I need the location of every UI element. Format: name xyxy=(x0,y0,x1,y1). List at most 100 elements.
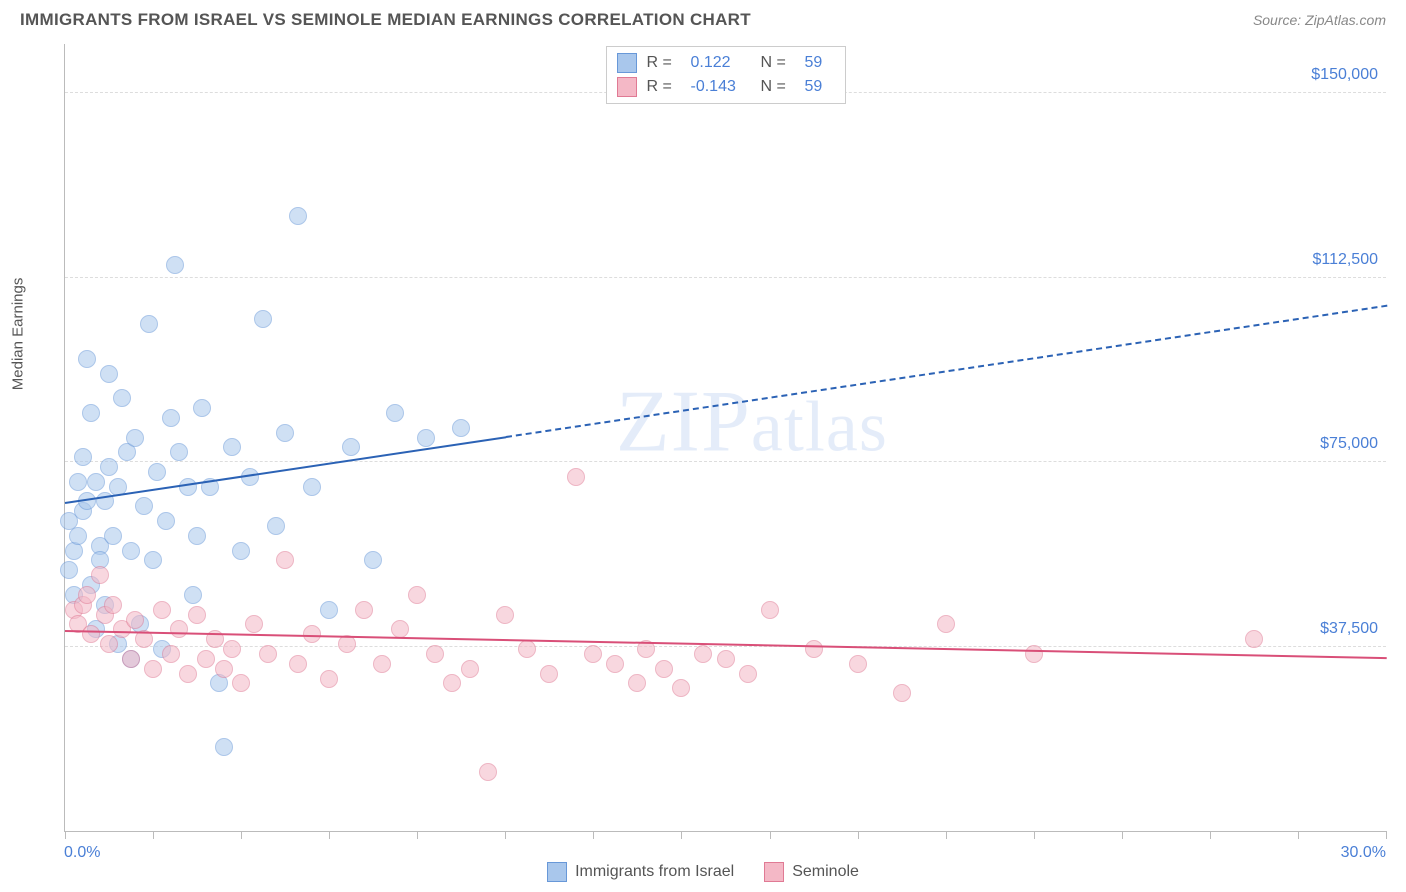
data-point xyxy=(479,763,497,781)
watermark-prefix: ZIP xyxy=(616,373,751,470)
data-point xyxy=(69,527,87,545)
legend-swatch xyxy=(617,77,637,97)
x-tick xyxy=(1386,831,1387,839)
data-point xyxy=(232,674,250,692)
data-point xyxy=(567,468,585,486)
legend-label: Immigrants from Israel xyxy=(575,863,734,881)
data-point xyxy=(893,684,911,702)
legend-n-value: 59 xyxy=(805,78,835,96)
x-axis-max-label: 30.0% xyxy=(1341,844,1386,862)
x-tick xyxy=(417,831,418,839)
data-point xyxy=(144,551,162,569)
chart-area: Median Earnings ZIPatlas R =0.122N =59R … xyxy=(50,44,1386,832)
data-point xyxy=(193,399,211,417)
x-tick xyxy=(65,831,66,839)
x-tick xyxy=(1298,831,1299,839)
source-attribution: Source: ZipAtlas.com xyxy=(1253,12,1386,28)
y-tick-label: $150,000 xyxy=(1309,66,1380,84)
data-point xyxy=(232,542,250,560)
legend-n-value: 59 xyxy=(805,54,835,72)
data-point xyxy=(364,551,382,569)
data-point xyxy=(215,660,233,678)
data-point xyxy=(452,419,470,437)
data-point xyxy=(157,512,175,530)
data-point xyxy=(276,424,294,442)
data-point xyxy=(417,429,435,447)
data-point xyxy=(82,625,100,643)
data-point xyxy=(937,615,955,633)
header: IMMIGRANTS FROM ISRAEL VS SEMINOLE MEDIA… xyxy=(0,0,1406,36)
y-tick-label: $112,500 xyxy=(1310,251,1380,269)
data-point xyxy=(100,458,118,476)
legend-r-value: -0.143 xyxy=(691,78,751,96)
legend-row: R = -0.143 N = 59 xyxy=(617,75,835,99)
y-axis-label: Median Earnings xyxy=(10,278,27,391)
x-tick xyxy=(1122,831,1123,839)
data-point xyxy=(104,527,122,545)
trend-line xyxy=(506,305,1388,438)
x-tick xyxy=(770,831,771,839)
legend-item: Immigrants from Israel xyxy=(547,862,734,882)
data-point xyxy=(126,429,144,447)
y-tick-label: $75,000 xyxy=(1318,435,1380,453)
data-point xyxy=(289,655,307,673)
data-point xyxy=(518,640,536,658)
legend-n-label: N = xyxy=(761,78,795,96)
legend-r-label: R = xyxy=(647,78,681,96)
data-point xyxy=(78,350,96,368)
data-point xyxy=(144,660,162,678)
legend-swatch xyxy=(764,862,784,882)
data-point xyxy=(606,655,624,673)
data-point xyxy=(1025,645,1043,663)
data-point xyxy=(320,601,338,619)
data-point xyxy=(148,463,166,481)
x-tick xyxy=(858,831,859,839)
x-tick xyxy=(593,831,594,839)
legend-n-label: N = xyxy=(761,54,795,72)
gridline xyxy=(65,277,1386,278)
legend-row: R =0.122N =59 xyxy=(617,51,835,75)
data-point xyxy=(426,645,444,663)
data-point xyxy=(303,478,321,496)
data-point xyxy=(628,674,646,692)
data-point xyxy=(188,606,206,624)
data-point xyxy=(739,665,757,683)
x-tick xyxy=(946,831,947,839)
data-point xyxy=(245,615,263,633)
data-point xyxy=(342,438,360,456)
x-tick xyxy=(681,831,682,839)
data-point xyxy=(584,645,602,663)
data-point xyxy=(1245,630,1263,648)
data-point xyxy=(74,448,92,466)
x-axis-min-label: 0.0% xyxy=(64,844,100,862)
data-point xyxy=(386,404,404,422)
data-point xyxy=(391,620,409,638)
data-point xyxy=(122,650,140,668)
data-point xyxy=(849,655,867,673)
legend-r-label: R = xyxy=(647,54,681,72)
data-point xyxy=(540,665,558,683)
data-point xyxy=(805,640,823,658)
data-point xyxy=(694,645,712,663)
data-point xyxy=(170,443,188,461)
data-point xyxy=(289,207,307,225)
data-point xyxy=(320,670,338,688)
data-point xyxy=(408,586,426,604)
x-tick xyxy=(329,831,330,839)
data-point xyxy=(78,586,96,604)
data-point xyxy=(135,497,153,515)
data-point xyxy=(126,611,144,629)
correlation-legend: R =0.122N =59R =-0.143N =59 xyxy=(606,46,846,104)
data-point xyxy=(179,478,197,496)
x-tick xyxy=(1034,831,1035,839)
data-point xyxy=(113,389,131,407)
data-point xyxy=(170,620,188,638)
data-point xyxy=(100,365,118,383)
x-tick xyxy=(505,831,506,839)
x-tick xyxy=(241,831,242,839)
data-point xyxy=(60,561,78,579)
data-point xyxy=(761,601,779,619)
data-point xyxy=(162,645,180,663)
data-point xyxy=(153,601,171,619)
data-point xyxy=(355,601,373,619)
